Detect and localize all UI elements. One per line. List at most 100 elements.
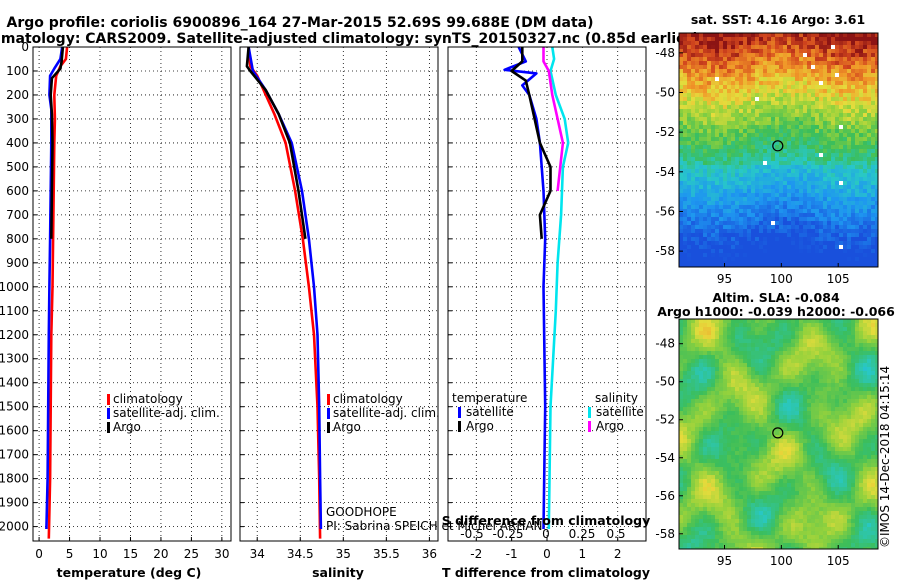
map-cell xyxy=(687,463,691,467)
map-cell xyxy=(755,81,759,85)
map-cell xyxy=(763,181,767,185)
map-cell xyxy=(687,253,691,257)
map-cell xyxy=(819,69,823,73)
map-cell xyxy=(875,113,879,117)
map-cell xyxy=(683,149,687,153)
map-cell xyxy=(743,343,747,347)
map-cell xyxy=(707,347,711,351)
map-cell xyxy=(743,241,747,245)
map-cell xyxy=(763,523,767,527)
map-cell xyxy=(795,487,799,491)
map-cell xyxy=(867,41,871,45)
map-cell xyxy=(847,229,851,233)
map-cell xyxy=(711,109,715,113)
map-cell xyxy=(779,359,783,363)
map-cell xyxy=(795,241,799,245)
map-cell xyxy=(823,213,827,217)
map-cell xyxy=(843,157,847,161)
map-cell xyxy=(811,93,815,97)
map-cell xyxy=(735,117,739,121)
map-cell xyxy=(803,217,807,221)
map-cell xyxy=(679,177,683,181)
map-cell xyxy=(763,97,767,101)
map-cell xyxy=(803,197,807,201)
map-cell xyxy=(691,527,695,531)
map-cell xyxy=(783,165,787,169)
map-cell xyxy=(755,479,759,483)
map-cell xyxy=(859,261,863,265)
map-cell xyxy=(835,161,839,165)
map-cell xyxy=(727,371,731,375)
map-cell xyxy=(795,141,799,145)
map-cell xyxy=(743,435,747,439)
map-cell xyxy=(819,181,823,185)
map-cell xyxy=(867,133,871,137)
map-cell xyxy=(759,189,763,193)
map-cell xyxy=(751,185,755,189)
map-cell xyxy=(719,141,723,145)
map-cell xyxy=(775,323,779,327)
map-cell xyxy=(767,427,771,431)
map-cell xyxy=(771,451,775,455)
map-cell xyxy=(779,339,783,343)
map-cell xyxy=(759,331,763,335)
map-cell xyxy=(787,431,791,435)
map-cell xyxy=(759,503,763,507)
map-cell xyxy=(743,177,747,181)
map-cell xyxy=(775,423,779,427)
map-cell xyxy=(783,391,787,395)
map-cell xyxy=(867,97,871,101)
map-cell xyxy=(699,335,703,339)
map-cell xyxy=(723,407,727,411)
map-cell xyxy=(863,113,867,117)
map-cell xyxy=(827,53,831,57)
map-cell xyxy=(855,261,859,265)
map-cell xyxy=(735,181,739,185)
map-cell xyxy=(787,225,791,229)
map-cell xyxy=(755,447,759,451)
map-cell xyxy=(719,367,723,371)
map-cell xyxy=(795,173,799,177)
map-cell xyxy=(751,511,755,515)
map-cell xyxy=(859,201,863,205)
map-cell xyxy=(811,97,815,101)
map-cell xyxy=(863,45,867,49)
map-cell xyxy=(699,81,703,85)
map-cell xyxy=(735,65,739,69)
map-cell xyxy=(815,165,819,169)
map-cell xyxy=(787,197,791,201)
map-cell xyxy=(835,169,839,173)
map-cell xyxy=(763,443,767,447)
map-cell xyxy=(795,351,799,355)
map-cell xyxy=(771,523,775,527)
map-cell xyxy=(799,89,803,93)
map-cell xyxy=(719,391,723,395)
map-cell xyxy=(719,515,723,519)
map-cell xyxy=(707,443,711,447)
map-cell xyxy=(687,37,691,41)
map-cell xyxy=(723,105,727,109)
map-cell xyxy=(871,61,875,65)
map-cell xyxy=(767,169,771,173)
map-cell xyxy=(687,89,691,93)
map-cell xyxy=(815,225,819,229)
map-cell xyxy=(759,209,763,213)
map-cell xyxy=(843,81,847,85)
map-cell xyxy=(703,531,707,535)
map-cell xyxy=(731,415,735,419)
map-cell xyxy=(775,245,779,249)
map-cell xyxy=(695,53,699,57)
map-cell xyxy=(739,89,743,93)
map-cell xyxy=(787,53,791,57)
map-cell xyxy=(819,157,823,161)
map-cell xyxy=(827,201,831,205)
map-cell xyxy=(759,491,763,495)
map-cell xyxy=(719,511,723,515)
map-cell xyxy=(683,89,687,93)
map-cell xyxy=(699,133,703,137)
map-cell xyxy=(859,217,863,221)
map-cell xyxy=(703,415,707,419)
map-cell xyxy=(679,245,683,249)
map-cell xyxy=(727,229,731,233)
map-cell xyxy=(699,399,703,403)
